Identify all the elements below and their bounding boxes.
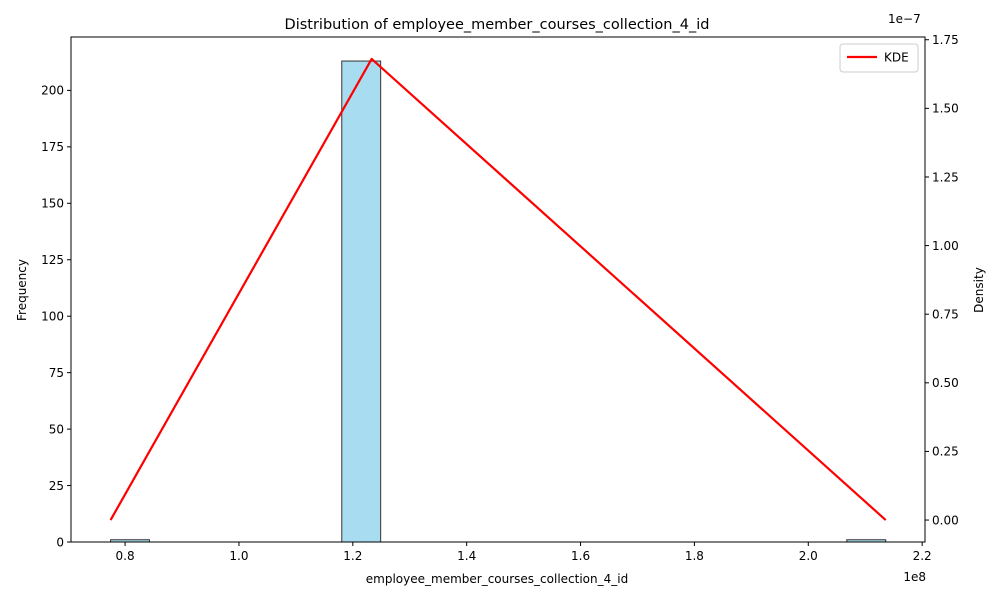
- y2-tick-label: 1.00: [932, 239, 959, 253]
- y2-tick-label: 1.25: [932, 170, 959, 184]
- y2-tick-label: 0.00: [932, 513, 959, 527]
- histogram-bar-1: [341, 60, 382, 543]
- x-tick-label: 2.2: [913, 549, 932, 563]
- legend: KDE: [839, 43, 919, 73]
- chart-title: Distribution of employee_member_courses_…: [285, 17, 710, 33]
- x-tick-label: 0.8: [116, 549, 135, 563]
- x-tick-label: 1.0: [229, 549, 248, 563]
- y2-tick-label: 1.75: [932, 33, 959, 47]
- x-tick-label: 1.8: [685, 549, 704, 563]
- x-tick-label: 2.0: [799, 549, 818, 563]
- x-axis-offset-label: 1e8: [903, 570, 926, 584]
- histogram-bars: [110, 60, 887, 543]
- y2-tick-label: 0.75: [932, 308, 959, 322]
- x-tick-label: 1.4: [457, 549, 476, 563]
- x-axis-label: employee_member_courses_collection_4_id: [366, 572, 628, 586]
- y2-axis-offset-label: 1e−7: [888, 12, 921, 26]
- kde-layer: [109, 57, 887, 521]
- y-tick-label: 175: [41, 140, 64, 154]
- y-tick-label: 150: [41, 197, 64, 211]
- y2-tick-label: 0.25: [932, 445, 959, 459]
- y2-axis-ticks: 0.00 0.25 0.50 0.75 1.00 1.25 1.50 1.75: [925, 33, 959, 527]
- y-tick-label: 125: [41, 253, 64, 267]
- y-axis-label: Frequency: [15, 259, 29, 321]
- y2-tick-label: 0.50: [932, 376, 959, 390]
- y2-axis-label: Density: [972, 267, 986, 313]
- x-tick-label: 1.2: [343, 549, 362, 563]
- legend-kde-label: KDE: [884, 51, 909, 65]
- y-tick-label: 25: [49, 479, 64, 493]
- y-tick-label: 75: [49, 366, 64, 380]
- plot-frame: [70, 36, 926, 543]
- kde-line: [109, 57, 887, 521]
- y-axis-ticks: 0 25 50 75 100 125 150 175 200: [41, 84, 71, 549]
- y-tick-label: 50: [49, 422, 64, 436]
- y-tick-label: 100: [41, 310, 64, 324]
- x-axis-ticks: 0.8 1.0 1.2 1.4 1.6 1.8 2.0 2.2: [116, 542, 932, 563]
- y-tick-label: 200: [41, 84, 64, 98]
- y2-tick-label: 1.50: [932, 102, 959, 116]
- legend-box: [839, 43, 919, 73]
- x-tick-label: 1.6: [571, 549, 590, 563]
- y-tick-label: 0: [56, 535, 64, 549]
